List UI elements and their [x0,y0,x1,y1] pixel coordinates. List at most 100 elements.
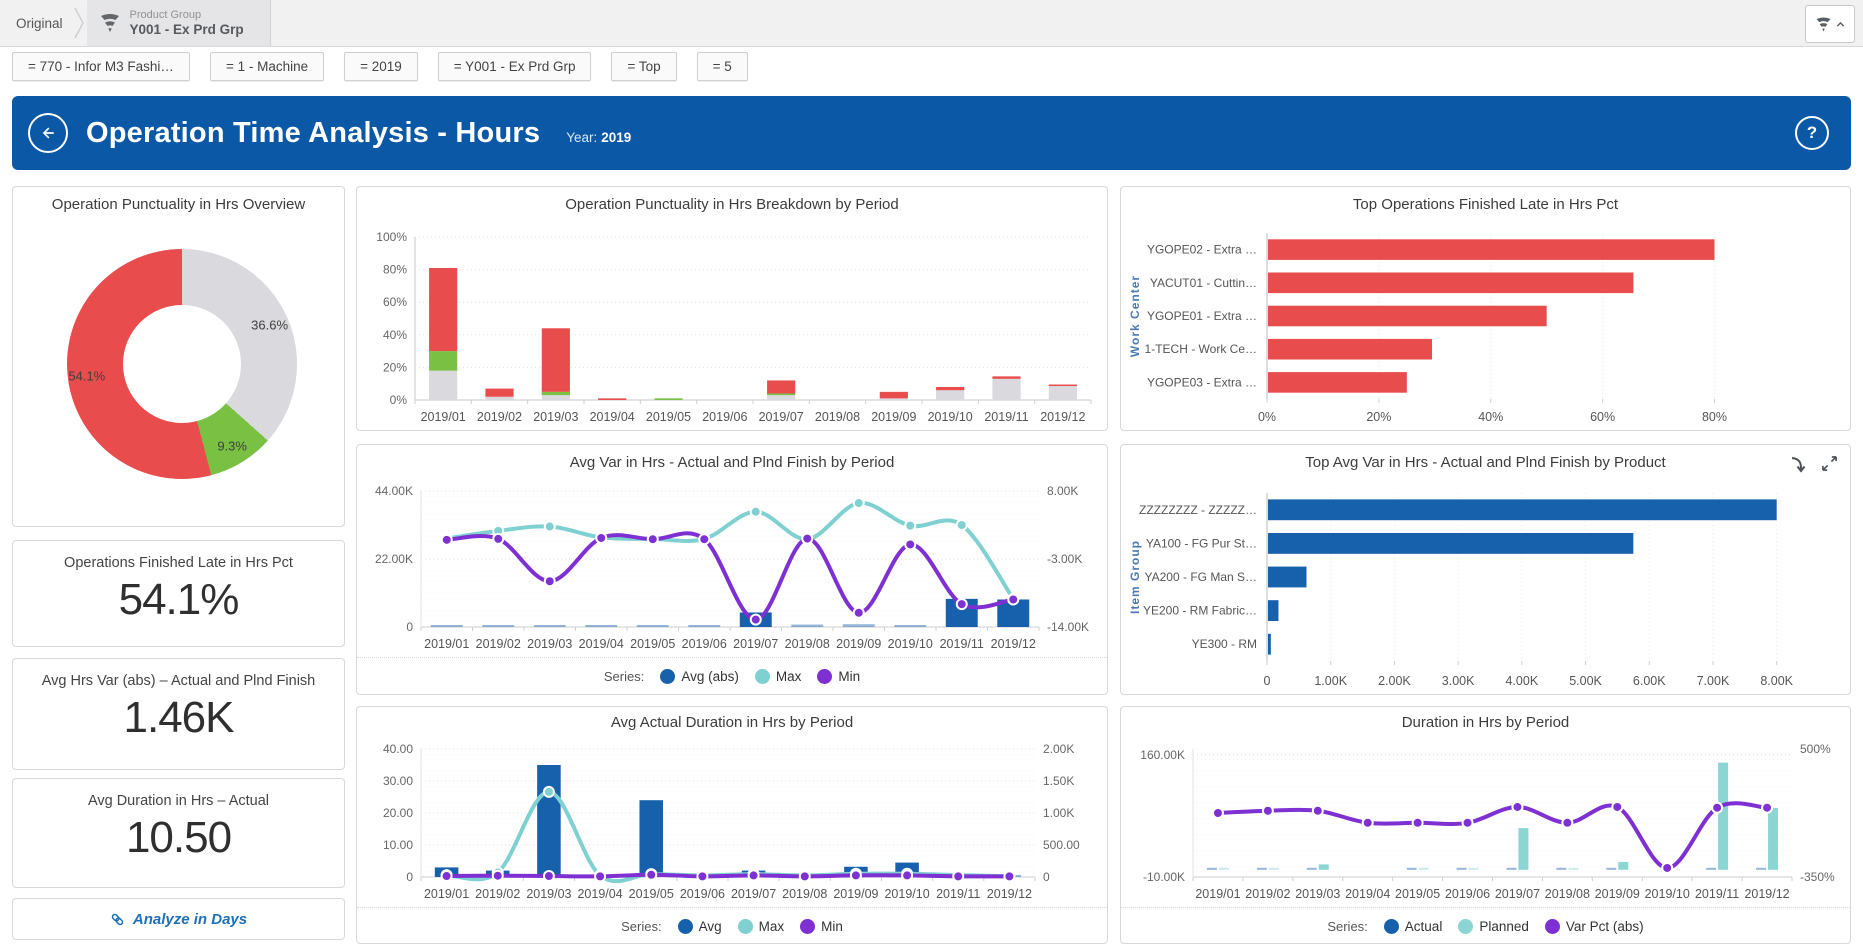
filter-chip[interactable]: = 1 - Machine [210,52,324,81]
svg-text:2019/02: 2019/02 [477,410,522,424]
kpi-title: Avg Duration in Hrs – Actual [13,793,344,809]
legend-item-actual[interactable]: Actual [1384,919,1443,934]
svg-text:YA100 - FG Pur St…: YA100 - FG Pur St… [1146,536,1257,550]
expand-icon[interactable] [1821,455,1838,473]
bar-planned [1219,868,1229,870]
svg-text:40.00: 40.00 [383,742,413,756]
svg-text:80%: 80% [383,263,407,277]
svg-text:2019/02: 2019/02 [1245,887,1290,901]
avg-var-by-period-chart[interactable]: 022.00K44.00K8.00K-3.00K-14.00K2019/0120… [357,479,1107,657]
filter-chip[interactable]: = 2019 [344,52,418,81]
svg-text:1.50K: 1.50K [1043,774,1074,788]
bar-avg-abs- [482,625,514,627]
svg-text:2019/07: 2019/07 [759,410,804,424]
hbar-ygope01-extra- [1268,306,1547,327]
stack-segment-on-time [880,398,908,400]
top-avg-var-product-chart[interactable]: 01.00K2.00K3.00K4.00K5.00K6.00K7.00K8.00… [1121,479,1850,695]
year-filter-value: 2019 [601,130,631,145]
svg-text:0: 0 [406,620,413,634]
hbar-ygope03-extra- [1268,372,1407,393]
punctuality-breakdown-chart[interactable]: 0%20%40%60%80%100%2019/012019/022019/032… [357,221,1107,430]
legend-item-max[interactable]: Max [738,919,785,934]
stack-segment-late [542,328,570,392]
legend-dot [1384,919,1399,934]
bar-avg-abs- [534,625,566,627]
svg-text:2019/02: 2019/02 [476,637,521,651]
stack-segment-on-time [992,379,1020,400]
chart-legend: Series:ActualPlannedVar Pct (abs) [1121,907,1850,945]
analyze-in-days-card: Analyze in Days [12,898,345,940]
stack-segment-late [992,376,1020,378]
filter-chip[interactable]: = 5 [697,52,748,81]
hbar-ygope02-extra- [1268,239,1715,260]
svg-text:2019/07: 2019/07 [733,637,778,651]
bar-avg [639,800,663,877]
stack-segment-late [1049,385,1077,387]
legend-item-max[interactable]: Max [755,669,802,684]
legend-item-avg[interactable]: Avg [678,919,722,934]
bar-avg-abs- [637,625,669,627]
hbar-yacut01-cuttin- [1268,273,1633,294]
svg-text:2019/03: 2019/03 [526,887,571,901]
kpi-card-avg-hrs-var: Avg Hrs Var (abs) – Actual and Plnd Fini… [12,658,345,770]
svg-text:2019/06: 2019/06 [682,637,727,651]
filter-panel-toggle-button[interactable] [1805,5,1855,43]
svg-text:2019/04: 2019/04 [579,637,624,651]
legend-item-min[interactable]: Min [800,919,843,934]
chart-title: Operation Punctuality in Hrs Breakdown b… [357,187,1107,221]
svg-text:3.00K: 3.00K [1442,674,1475,688]
legend-item-planned[interactable]: Planned [1458,919,1529,934]
svg-text:2019/04: 2019/04 [577,887,622,901]
legend-dot [1545,919,1560,934]
dashboard-header: Operation Time Analysis - Hours Year:201… [12,96,1851,170]
bar-actual [1307,868,1317,870]
help-icon[interactable]: ? [1795,116,1829,150]
back-button[interactable] [28,113,68,153]
legend-label: Avg [699,919,722,934]
stack-segment-early [767,393,795,395]
kpi-title: Avg Hrs Var (abs) – Actual and Plnd Fini… [13,673,344,689]
filter-chip[interactable]: = 770 - Infor M3 Fashi… [12,52,190,81]
drill-down-icon[interactable] [1789,455,1807,473]
infor-logo-icon [99,12,121,34]
svg-text:2019/11: 2019/11 [1695,887,1739,901]
svg-text:-14.00K: -14.00K [1047,620,1089,634]
filter-chip[interactable]: = Y001 - Ex Prd Grp [438,52,592,81]
legend-dot [660,669,675,684]
svg-text:100%: 100% [376,230,407,244]
top-late-operations-chart[interactable]: 0%20%40%60%80%YGOPE02 - Extra …YACUT01 -… [1121,221,1850,431]
svg-text:500.00: 500.00 [1043,838,1080,852]
bar-avg-abs- [843,624,875,627]
svg-text:20%: 20% [1366,410,1391,424]
svg-text:2019/01: 2019/01 [424,637,469,651]
stack-segment-on-time [936,390,964,400]
kpi-title: Operations Finished Late in Hrs Pct [13,555,344,571]
analyze-in-days-link[interactable]: Analyze in Days [110,911,247,928]
svg-text:2019/03: 2019/03 [1295,887,1340,901]
stack-segment-on-time [542,395,570,400]
bar-avg-abs- [894,625,926,627]
legend-item-var-pct-abs-[interactable]: Var Pct (abs) [1545,919,1644,934]
punctuality-donut-chart[interactable] [67,249,297,479]
legend-dot [738,919,753,934]
filter-chip-row: = 770 - Infor M3 Fashi… = 1 - Machine = 20… [12,52,748,81]
svg-text:2019/08: 2019/08 [815,410,860,424]
svg-text:2.00K: 2.00K [1378,674,1411,688]
year-filter-label: Year:2019 [566,130,631,145]
chart-title: Operation Punctuality in Hrs Overview [13,187,344,221]
avg-var-by-period-card: Avg Var in Hrs - Actual and Plnd Finish … [356,444,1108,695]
bar-planned [1768,808,1778,870]
stack-segment-late [936,387,964,390]
breadcrumb-product-group[interactable]: Product Group Y001 - Ex Prd Grp [87,0,271,46]
legend-item-avg-abs-[interactable]: Avg (abs) [660,669,739,684]
svg-text:2019/07: 2019/07 [731,887,776,901]
legend-item-min[interactable]: Min [817,669,860,684]
breadcrumb-original[interactable]: Original [0,0,73,46]
filter-chip[interactable]: = Top [611,52,676,81]
bar-avg [537,765,561,877]
legend-label: Max [776,669,802,684]
duration-by-period-chart[interactable]: 160.00K-10.00K500%-350%2019/012019/02201… [1121,737,1850,907]
svg-text:4.00K: 4.00K [1505,674,1538,688]
avg-actual-duration-chart[interactable]: 010.0020.0030.0040.000500.001.00K1.50K2.… [357,737,1107,907]
breadcrumb-dimension-value: Y001 - Ex Prd Grp [130,22,244,38]
